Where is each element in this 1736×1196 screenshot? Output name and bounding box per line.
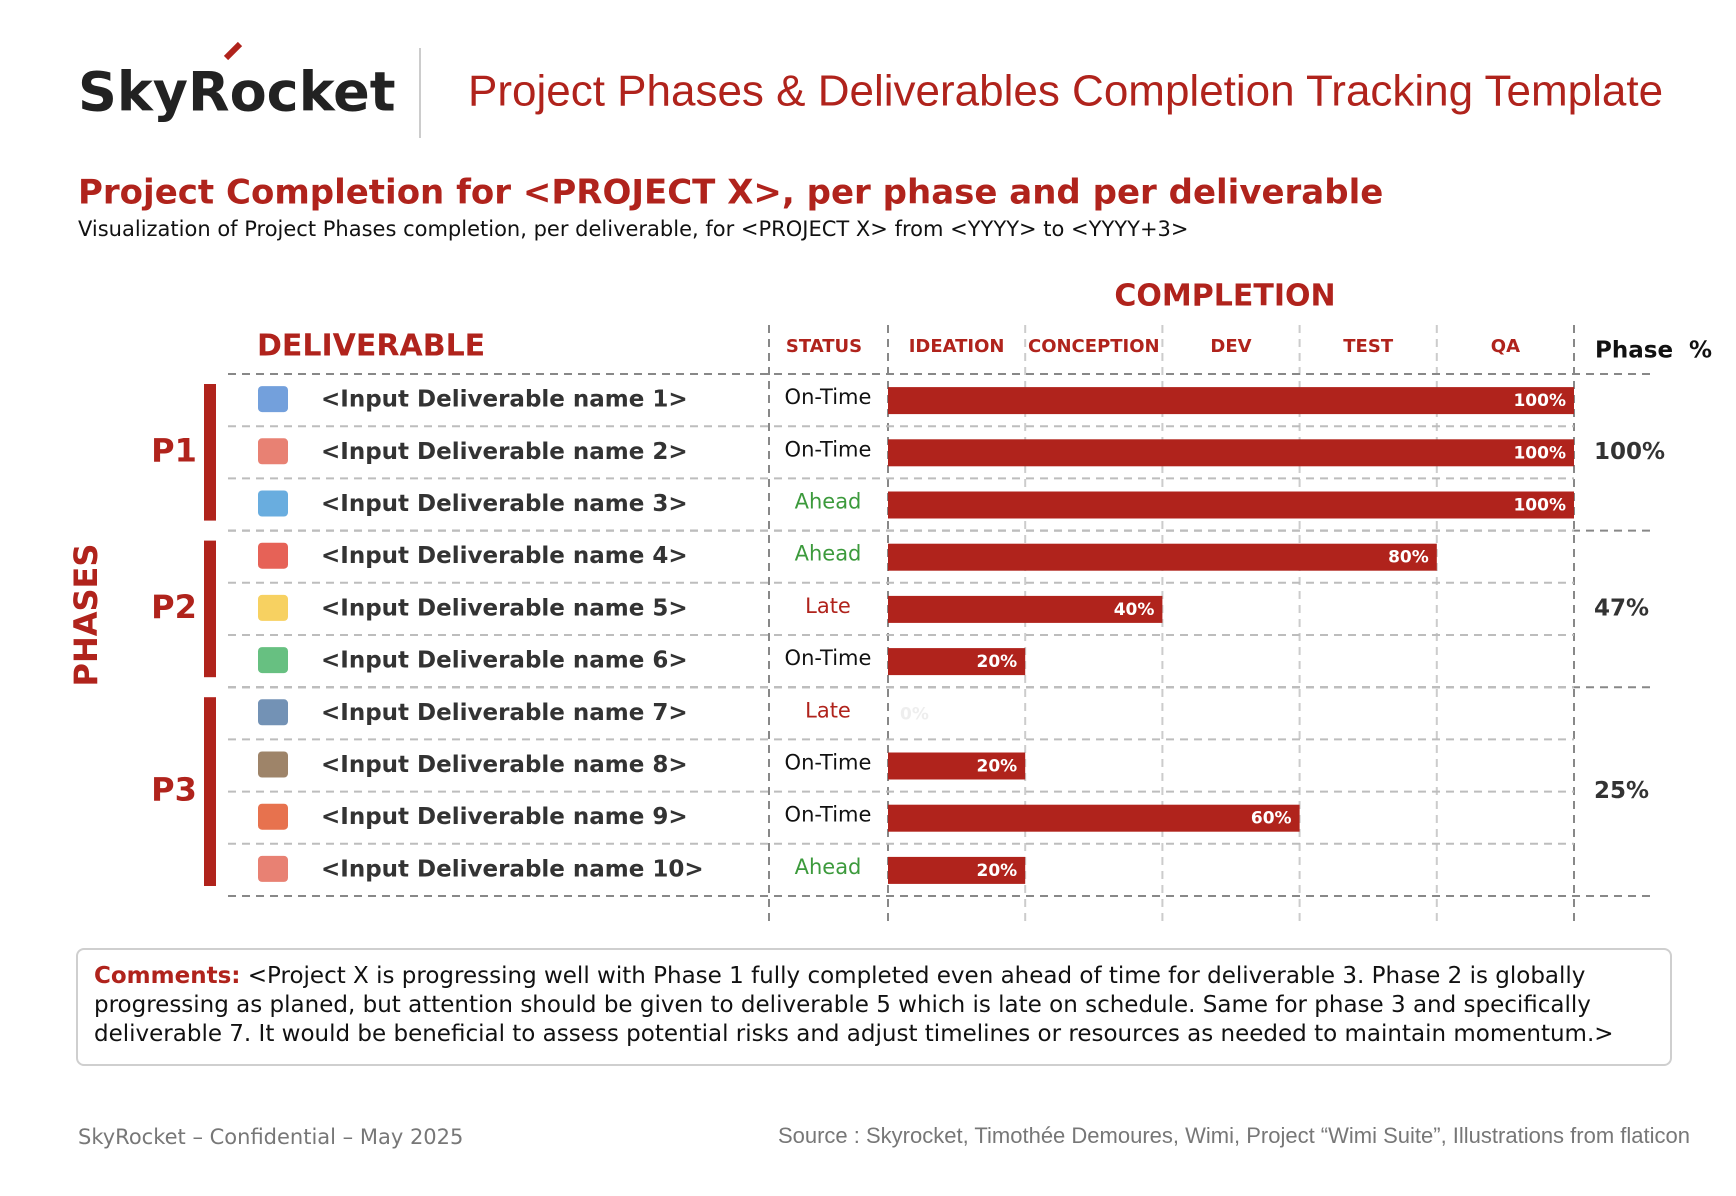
status: On-Time: [785, 385, 872, 409]
phase-percent: 100%: [1594, 439, 1665, 465]
icon: [258, 647, 288, 674]
phase-header: Phase %: [1595, 338, 1712, 364]
status: Late: [805, 594, 851, 618]
status: Ahead: [795, 855, 862, 879]
phase-bar: [204, 540, 216, 678]
icon: [258, 855, 288, 882]
bar: [888, 387, 1574, 415]
value-label: 40%: [1114, 600, 1155, 620]
stage-label: TEST: [1343, 336, 1394, 357]
status: Ahead: [795, 490, 862, 514]
phase-percent: 47%: [1594, 595, 1649, 621]
phase-name: P2: [151, 588, 197, 626]
status-header: STATUS: [786, 336, 862, 357]
axis-title: COMPLETION: [1114, 279, 1335, 314]
bar: [888, 439, 1574, 467]
value-label: 80%: [1388, 548, 1429, 568]
value-label: 20%: [976, 652, 1017, 672]
deliverable-name: <Input Deliverable name 1>: [321, 387, 688, 413]
value-label: 60%: [1251, 809, 1292, 829]
logo: SkyRocket: [78, 61, 396, 124]
phase-percent: 25%: [1594, 778, 1649, 804]
bar: [888, 804, 1300, 832]
bar: [888, 648, 1026, 676]
deliverable-name: <Input Deliverable name 2>: [321, 439, 688, 465]
phase-name: P3: [151, 771, 197, 809]
value-label: 20%: [976, 757, 1017, 777]
phase-bar: [204, 697, 216, 886]
footer-source: Source : Skyrocket, Timothée Demoures, W…: [778, 1123, 1690, 1148]
value-label: 100%: [1513, 391, 1566, 411]
status: On-Time: [785, 751, 872, 775]
status: On-Time: [785, 646, 872, 670]
bar: [888, 491, 1574, 519]
stage-label: CONCEPTION: [1028, 336, 1160, 357]
deliverable-name: <Input Deliverable name 10>: [321, 856, 704, 882]
value-label: 20%: [976, 861, 1017, 881]
bar: [888, 752, 1026, 780]
deliverable-name: <Input Deliverable name 3>: [321, 491, 688, 517]
icon: [258, 542, 288, 569]
comments-text: <Project X is progressing well with Phas…: [94, 963, 1614, 1047]
chart-subtitle: Visualization of Project Phases completi…: [78, 217, 1189, 241]
phase-bar: [204, 384, 216, 521]
deliverable-name: <Input Deliverable name 8>: [321, 752, 688, 778]
logo-accent: [223, 41, 243, 61]
footer-left: SkyRocket – Confidential – May 2025: [78, 1125, 463, 1149]
status: Late: [805, 698, 851, 722]
icon: [258, 803, 288, 830]
value-label: 100%: [1513, 496, 1566, 516]
comments-label: Comments:: [94, 963, 241, 989]
comments-box: Comments: <Project X is progressing well…: [76, 948, 1672, 1066]
icon: [258, 594, 288, 621]
bar: [888, 543, 1437, 571]
value-label: 100%: [1513, 443, 1566, 463]
value-label: 0%: [900, 704, 929, 724]
deliverable-name: <Input Deliverable name 9>: [321, 804, 688, 830]
icon: [258, 438, 288, 465]
icon: [258, 490, 288, 517]
icon: [258, 699, 288, 726]
deliverable-name: <Input Deliverable name 6>: [321, 648, 688, 674]
deliverable-header: DELIVERABLE: [257, 329, 485, 364]
stage-label: DEV: [1210, 336, 1251, 357]
icon: [258, 386, 288, 413]
deliverable-name: <Input Deliverable name 4>: [321, 543, 688, 569]
bar: [888, 856, 1026, 884]
status: On-Time: [785, 437, 872, 461]
stage-label: IDEATION: [909, 336, 1005, 357]
stage-label: QA: [1491, 336, 1520, 357]
page-title: Project Phases & Deliverables Completion…: [468, 67, 1663, 116]
icon: [258, 751, 288, 778]
phase-name: P1: [151, 431, 197, 469]
chart-title: Project Completion for <PROJECT X>, per …: [78, 173, 1383, 213]
status: On-Time: [785, 803, 872, 827]
phases-label: PHASES: [67, 544, 105, 687]
deliverable-name: <Input Deliverable name 5>: [321, 595, 688, 621]
deliverable-name: <Input Deliverable name 7>: [321, 700, 688, 726]
status: Ahead: [795, 542, 862, 566]
bar: [888, 595, 1163, 623]
